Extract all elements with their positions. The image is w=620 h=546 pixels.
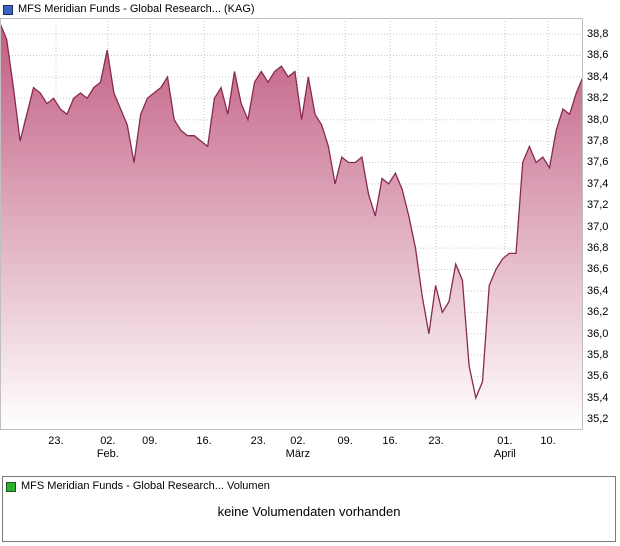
x-tick-label: 23. xyxy=(48,435,64,447)
price-chart xyxy=(0,18,583,430)
y-tick-label: 36,0 xyxy=(587,327,609,340)
x-axis: 23. 02. Feb. 09. 16. 23. 02. März 09. 16. 23. 01. Ap… xyxy=(0,432,583,462)
y-tick-label: 38,4 xyxy=(587,70,609,83)
x-tick-label: 01. April xyxy=(493,435,516,461)
y-tick-label: 36,4 xyxy=(587,284,609,297)
x-tick-label: 02. März xyxy=(285,435,311,461)
x-tick-label: 16. xyxy=(196,435,212,447)
y-tick-label: 36,2 xyxy=(587,306,609,319)
y-tick-label: 37,8 xyxy=(587,135,609,148)
series-marker-icon xyxy=(3,4,13,15)
y-tick-label: 38,8 xyxy=(587,28,609,41)
y-tick-label: 37,2 xyxy=(587,199,609,212)
volume-panel: MFS Meridian Funds - Global Research... … xyxy=(2,476,616,542)
x-tick-label: 23. xyxy=(250,435,266,447)
volume-title: MFS Meridian Funds - Global Research... … xyxy=(21,480,270,492)
volume-marker-icon xyxy=(6,481,16,492)
y-tick-label: 35,8 xyxy=(587,349,609,362)
chart-title: MFS Meridian Funds - Global Research... … xyxy=(18,3,255,15)
y-tick-label: 38,2 xyxy=(587,92,609,105)
y-tick-label: 38,0 xyxy=(587,113,609,126)
x-tick-label: 09. xyxy=(337,435,353,447)
x-tick-label: 02. Feb. xyxy=(96,435,119,461)
x-tick-label: 16. xyxy=(382,435,398,447)
x-tick-label: 09. xyxy=(142,435,158,447)
x-tick-label: 23. xyxy=(428,435,444,447)
y-tick-label: 35,6 xyxy=(587,370,609,383)
price-area-chart xyxy=(0,18,583,430)
y-tick-label: 35,4 xyxy=(587,391,609,404)
volume-message: keine Volumendaten vorhanden xyxy=(217,504,401,519)
y-tick-label: 35,2 xyxy=(587,413,609,426)
y-axis: 38,8 38,6 38,4 38,2 38,0 37,8 37,6 37,4 37,2 37,0… xyxy=(587,18,620,430)
volume-legend: MFS Meridian Funds - Global Research... … xyxy=(3,477,615,493)
chart-legend: MFS Meridian Funds - Global Research... … xyxy=(0,0,620,16)
y-tick-label: 36,8 xyxy=(587,242,609,255)
y-tick-label: 36,6 xyxy=(587,263,609,276)
y-tick-label: 38,6 xyxy=(587,49,609,62)
y-tick-label: 37,6 xyxy=(587,156,609,169)
y-tick-label: 37,4 xyxy=(587,177,609,190)
y-tick-label: 37,0 xyxy=(587,220,609,233)
x-tick-label: 10. xyxy=(540,435,556,447)
